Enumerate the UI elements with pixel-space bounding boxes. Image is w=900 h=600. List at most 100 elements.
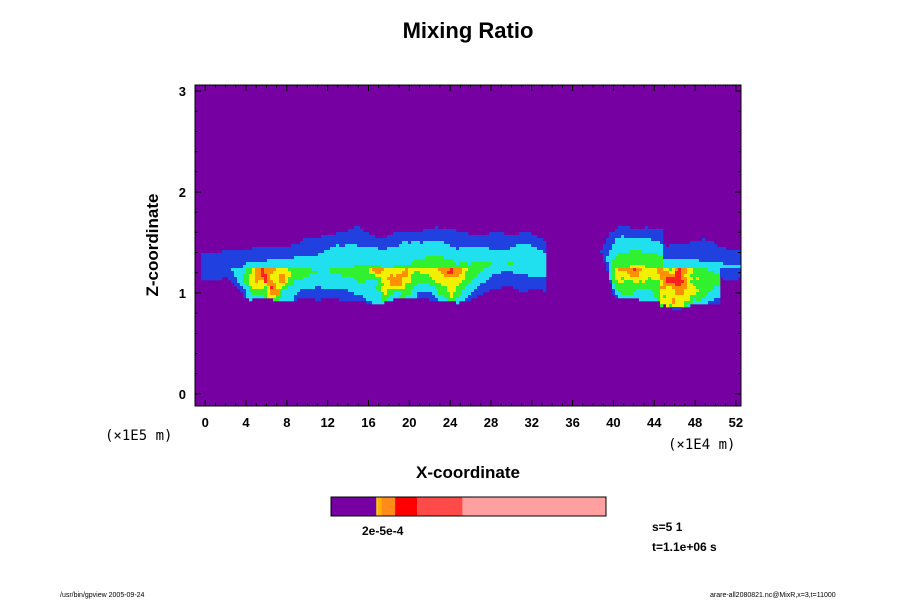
field-cell xyxy=(486,241,490,245)
field-cell xyxy=(270,289,274,293)
field-cell xyxy=(222,259,226,263)
field-cell xyxy=(612,244,616,248)
field-cell xyxy=(429,292,433,296)
field-cell xyxy=(441,277,445,281)
field-cell xyxy=(468,256,472,260)
field-cell xyxy=(738,256,742,260)
field-cell xyxy=(303,238,307,242)
field-cell xyxy=(660,277,664,281)
field-cell xyxy=(405,274,409,278)
field-cell xyxy=(648,289,652,293)
field-cell xyxy=(441,256,445,260)
field-cell xyxy=(714,286,718,290)
field-cell xyxy=(540,259,544,263)
field-cell xyxy=(321,244,325,248)
field-cell xyxy=(360,271,364,275)
field-cell xyxy=(441,235,445,239)
field-cell xyxy=(276,289,280,293)
field-cell xyxy=(255,247,259,251)
field-cell xyxy=(456,253,460,257)
field-cell xyxy=(327,274,331,278)
field-cell xyxy=(228,256,232,260)
field-cell xyxy=(507,259,511,263)
field-cell xyxy=(354,226,358,230)
field-cell xyxy=(372,259,376,263)
field-cell xyxy=(252,283,256,287)
field-cell xyxy=(678,298,682,302)
field-cell xyxy=(264,280,268,284)
field-cell xyxy=(285,265,289,269)
field-cell xyxy=(303,268,307,272)
field-cell xyxy=(498,238,502,242)
field-cell xyxy=(237,265,241,269)
field-cell xyxy=(483,235,487,239)
field-cell xyxy=(495,250,499,254)
field-cell xyxy=(336,241,340,245)
field-cell xyxy=(453,253,457,257)
field-cell xyxy=(264,247,268,251)
field-cell xyxy=(351,289,355,293)
field-cell xyxy=(651,229,655,233)
field-cell xyxy=(462,289,466,293)
field-cell xyxy=(462,277,466,281)
field-cell xyxy=(690,265,694,269)
field-cell xyxy=(522,262,526,266)
field-cell xyxy=(414,289,418,293)
field-cell xyxy=(660,259,664,263)
field-cell xyxy=(705,274,709,278)
field-cell xyxy=(651,274,655,278)
field-cell xyxy=(264,256,268,260)
field-cell xyxy=(315,274,319,278)
field-cell xyxy=(459,262,463,266)
field-cell xyxy=(447,280,451,284)
field-cell xyxy=(426,247,430,251)
field-cell xyxy=(696,298,700,302)
field-cell xyxy=(258,286,262,290)
field-cell xyxy=(732,253,736,257)
field-cell xyxy=(432,271,436,275)
field-cell xyxy=(291,295,295,299)
field-cell xyxy=(249,298,253,302)
field-cell xyxy=(405,250,409,254)
field-cell xyxy=(723,247,727,251)
field-cell xyxy=(420,271,424,275)
field-cell xyxy=(666,274,670,278)
field-cell xyxy=(702,265,706,269)
field-cell xyxy=(282,280,286,284)
field-cell xyxy=(327,238,331,242)
field-cell xyxy=(255,286,259,290)
field-cell xyxy=(693,298,697,302)
field-cell xyxy=(693,292,697,296)
field-cell xyxy=(303,286,307,290)
field-cell xyxy=(303,247,307,251)
field-cell xyxy=(306,268,310,272)
field-cell xyxy=(633,244,637,248)
field-cell xyxy=(360,256,364,260)
field-cell xyxy=(468,241,472,245)
field-cell xyxy=(726,265,730,269)
field-cell xyxy=(603,256,607,260)
field-cell xyxy=(702,277,706,281)
field-cell xyxy=(327,271,331,275)
field-cell xyxy=(471,277,475,281)
field-cell xyxy=(531,283,535,287)
field-cell xyxy=(441,292,445,296)
field-cell xyxy=(690,274,694,278)
field-cell xyxy=(396,259,400,263)
field-cell xyxy=(318,268,322,272)
field-cell xyxy=(666,283,670,287)
field-cell xyxy=(402,232,406,236)
field-cell xyxy=(519,271,523,275)
field-cell xyxy=(624,235,628,239)
field-cell xyxy=(663,256,667,260)
field-cell xyxy=(501,283,505,287)
field-cell xyxy=(324,286,328,290)
field-cell xyxy=(357,241,361,245)
field-cell xyxy=(339,271,343,275)
field-cell xyxy=(429,247,433,251)
field-cell xyxy=(645,241,649,245)
field-cell xyxy=(684,286,688,290)
field-cell xyxy=(660,289,664,293)
field-cell xyxy=(273,259,277,263)
field-cell xyxy=(705,283,709,287)
